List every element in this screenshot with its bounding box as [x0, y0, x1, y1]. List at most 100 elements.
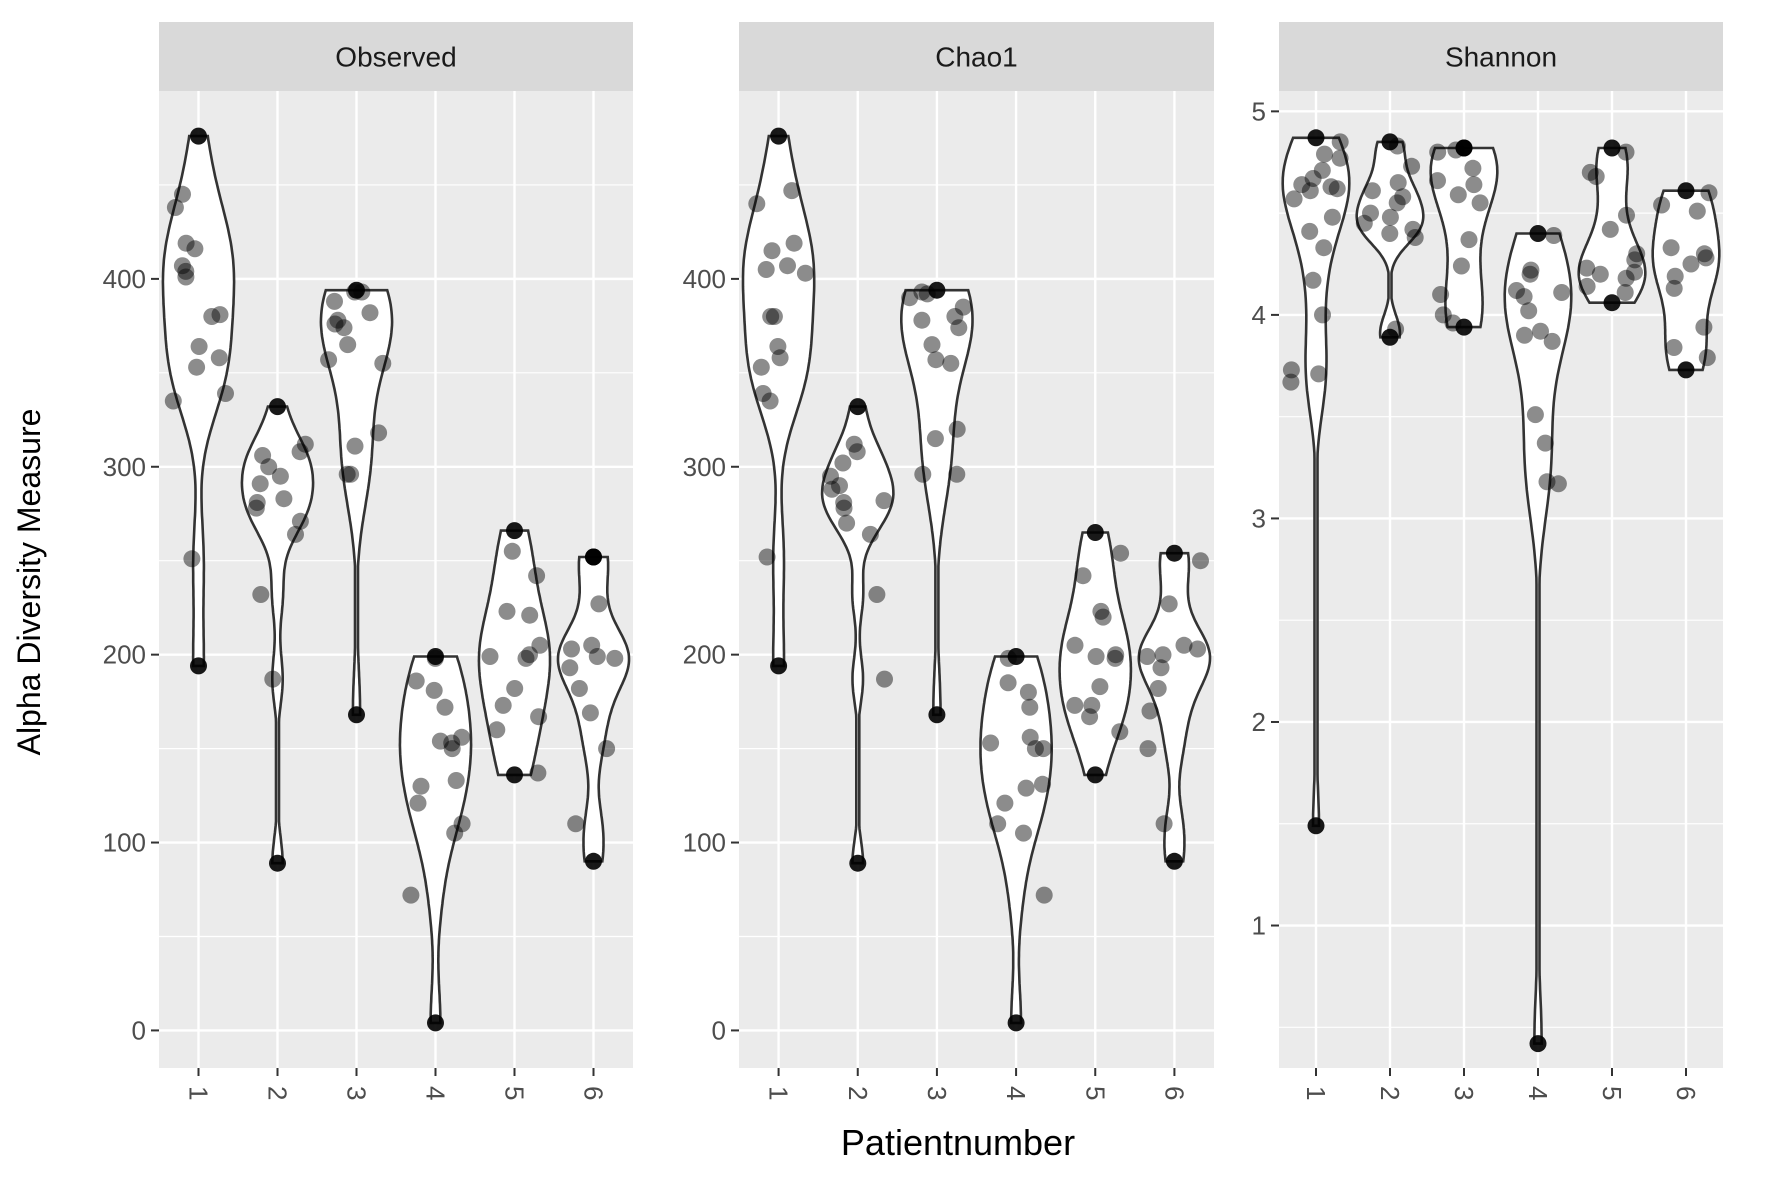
data-point — [588, 648, 606, 665]
data-point — [1328, 180, 1346, 198]
data-point — [1536, 434, 1554, 452]
data-point — [913, 311, 931, 329]
violin-1 — [161, 134, 236, 668]
data-point — [528, 567, 546, 585]
data-point — [498, 602, 516, 620]
data-point — [868, 586, 886, 603]
data-point — [503, 542, 521, 560]
data-point — [431, 732, 449, 750]
data-point — [1662, 239, 1680, 257]
x-tick-label: 5 — [500, 1086, 530, 1100]
data-point — [1034, 740, 1052, 758]
data-point — [835, 494, 853, 511]
data-point — [506, 522, 523, 540]
violin-5 — [1577, 146, 1647, 304]
y-tick-label: 300 — [103, 452, 146, 482]
data-point — [425, 681, 443, 699]
y-tick-label: 4 — [1252, 300, 1266, 330]
data-point — [443, 734, 461, 752]
facet-strip — [1279, 22, 1723, 91]
data-point — [1603, 294, 1621, 312]
data-point — [918, 285, 936, 303]
data-point — [1452, 257, 1470, 275]
data-point — [927, 351, 945, 369]
data-point — [831, 477, 848, 495]
y-tick-label: 0 — [712, 1015, 726, 1045]
data-point — [762, 308, 780, 325]
data-point — [190, 657, 207, 675]
data-point — [1429, 143, 1447, 161]
data-point — [1304, 271, 1322, 289]
data-point — [845, 435, 863, 453]
data-point — [453, 815, 471, 833]
data-point — [1149, 680, 1167, 697]
data-point — [264, 670, 282, 688]
data-point — [1017, 779, 1035, 797]
data-point — [923, 336, 941, 354]
data-point — [426, 649, 444, 667]
data-point — [1074, 567, 1092, 585]
data-point — [1698, 349, 1716, 367]
data-point — [1175, 636, 1193, 654]
data-point — [1381, 208, 1399, 226]
y-tick-label: 2 — [1252, 707, 1266, 737]
data-point — [783, 182, 801, 200]
data-point — [361, 304, 379, 322]
data-point — [1471, 194, 1489, 212]
data-point — [1007, 648, 1025, 665]
violin-3 — [319, 288, 394, 717]
data-point — [1688, 202, 1706, 220]
data-point — [1538, 473, 1556, 491]
facet-panel-chao1: 0 100 200 300 400 1 2 3 4 5 6 Chao1 — [683, 22, 1214, 1100]
data-point — [1666, 267, 1684, 285]
data-point — [481, 648, 499, 665]
data-point — [275, 490, 293, 508]
y-tick-label: 3 — [1252, 503, 1266, 533]
data-point — [1314, 306, 1331, 324]
data-point — [763, 242, 781, 260]
data-point — [849, 854, 867, 872]
data-point — [427, 1014, 444, 1032]
data-point — [335, 319, 353, 337]
x-tick-label: 3 — [342, 1086, 372, 1100]
data-point — [1189, 640, 1207, 658]
data-point — [1362, 204, 1379, 222]
data-point — [1021, 728, 1039, 746]
data-point — [521, 606, 539, 624]
data-point — [1529, 225, 1547, 242]
data-point — [928, 706, 946, 724]
data-point — [1315, 239, 1333, 257]
data-point — [173, 257, 191, 275]
data-point — [494, 696, 512, 714]
data-point — [942, 354, 960, 372]
data-point — [251, 475, 269, 493]
data-point — [1695, 245, 1713, 263]
x-axis-title: Patientnumber — [841, 1122, 1075, 1163]
data-point — [849, 398, 867, 416]
data-point — [1516, 326, 1533, 344]
data-point — [531, 636, 549, 654]
data-point — [1322, 178, 1340, 196]
data-point — [1388, 194, 1406, 212]
y-tick-label: 1 — [1252, 911, 1266, 941]
data-point — [999, 649, 1017, 667]
x-tick-label: 1 — [1301, 1086, 1331, 1100]
data-point — [606, 649, 624, 667]
x-tick-label: 3 — [922, 1086, 952, 1100]
data-point — [1526, 406, 1544, 424]
data-point — [1389, 174, 1407, 192]
data-point — [1035, 886, 1053, 904]
data-point — [1429, 172, 1446, 190]
data-point — [598, 740, 616, 758]
data-point — [875, 492, 893, 510]
data-point — [1331, 133, 1349, 151]
data-point — [1521, 265, 1539, 283]
data-point — [1515, 288, 1533, 306]
y-tick-label: 200 — [103, 640, 146, 670]
y-tick-label: 100 — [103, 828, 146, 858]
data-point — [1404, 220, 1422, 238]
data-point — [291, 443, 309, 461]
data-point — [1094, 608, 1112, 626]
y-tick-label: 300 — [683, 452, 726, 482]
data-point — [1307, 129, 1325, 147]
